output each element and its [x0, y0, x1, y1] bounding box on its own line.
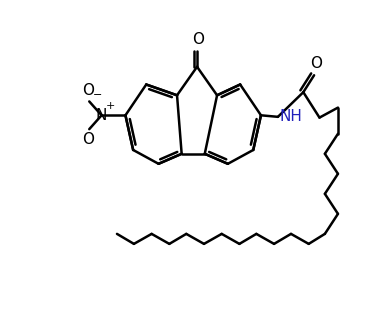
Text: O: O: [82, 132, 94, 147]
Text: O: O: [310, 56, 322, 71]
Text: O: O: [192, 32, 204, 47]
Text: NH: NH: [279, 109, 302, 124]
Text: N: N: [96, 108, 107, 123]
Text: −: −: [93, 90, 102, 100]
Text: O: O: [82, 83, 94, 98]
Text: +: +: [106, 102, 115, 112]
